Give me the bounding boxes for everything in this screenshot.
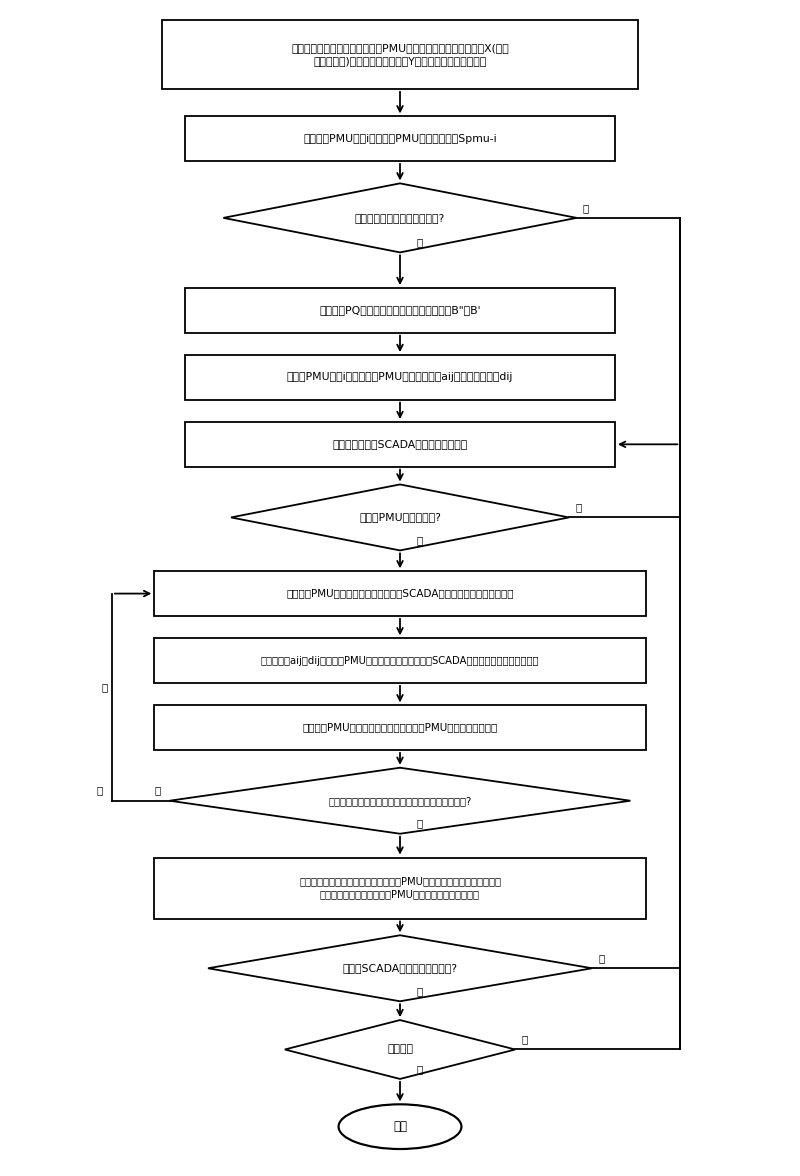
FancyBboxPatch shape (154, 857, 646, 918)
Text: 求出无PMU节点i与各相关有PMU节点量测量的aij系数和电气距离dij: 求出无PMU节点i与各相关有PMU节点量测量的aij系数和电气距离dij (287, 373, 513, 382)
Text: 是: 是 (416, 535, 422, 546)
Text: 终止: 终止 (393, 1121, 407, 1134)
Text: 计算出无PMU节点的电压相量量测在当前PMU采样时刻的估计值: 计算出无PMU节点的电压相量量测在当前PMU采样时刻的估计值 (302, 722, 498, 733)
Text: 否: 否 (522, 1035, 527, 1044)
Text: 有新的PMU量测断面吗?: 有新的PMU量测断面吗? (359, 513, 441, 522)
Text: 否: 否 (416, 818, 422, 829)
FancyBboxPatch shape (185, 355, 615, 400)
Text: 否: 否 (582, 202, 589, 213)
Text: 选择需要进行动态过程估计的无PMU节点及其直接动态估计量测X(电压
幅值和相位)和间接动态估计量测Y（电流、功率、频率等）: 选择需要进行动态过程估计的无PMU节点及其直接动态估计量测X(电压 幅值和相位)… (291, 44, 509, 66)
Text: 是: 是 (416, 238, 422, 247)
FancyBboxPatch shape (185, 288, 615, 333)
Ellipse shape (338, 1104, 462, 1149)
Text: 根据当前的aij和dij计算出无PMU节点的量测相对于最近的SCADA量测或状态估计值的变化量: 根据当前的aij和dij计算出无PMU节点的量测相对于最近的SCADA量测或状态… (261, 655, 539, 666)
Text: 是: 是 (598, 953, 604, 963)
Polygon shape (208, 935, 592, 1001)
Text: 更新快速PQ解耦潮流法的节点导纳矩阵虚部B"和B': 更新快速PQ解耦潮流法的节点导纳矩阵虚部B"和B' (319, 306, 481, 315)
Text: 计算出有PMU节点的量测相对于最近的SCADA量测或状态估计值的变化量: 计算出有PMU节点的量测相对于最近的SCADA量测或状态估计值的变化量 (286, 588, 514, 599)
FancyBboxPatch shape (162, 20, 638, 89)
Text: 否: 否 (575, 502, 582, 513)
FancyBboxPatch shape (154, 706, 646, 750)
Text: 是: 是 (416, 1064, 422, 1074)
FancyBboxPatch shape (185, 422, 615, 467)
Polygon shape (170, 768, 630, 834)
Text: 否: 否 (416, 987, 422, 996)
FancyBboxPatch shape (154, 572, 646, 616)
Text: 计算间接估计量；根据电路方程求出该PMU时刻需要的电流、功率量测；
通过对相角曲线求导得到该PMU时刻的角速度和频率量测: 计算间接估计量；根据电路方程求出该PMU时刻需要的电流、功率量测； 通过对相角曲… (299, 876, 501, 900)
Text: 获得当前最近的SCADA量测或状态估计值: 获得当前最近的SCADA量测或状态估计值 (332, 440, 468, 449)
Text: 是否终止: 是否终止 (387, 1044, 413, 1055)
FancyBboxPatch shape (185, 116, 615, 161)
Polygon shape (223, 183, 577, 253)
Text: 首次计算或有网络拓扑变化吗?: 首次计算或有网络拓扑变化吗? (355, 213, 445, 223)
FancyBboxPatch shape (154, 639, 646, 683)
Text: 选择各无PMU节点i的相关有PMU节点构成集合Spmu-i: 选择各无PMU节点i的相关有PMU节点构成集合Spmu-i (303, 134, 497, 143)
Polygon shape (231, 485, 569, 550)
Text: 有新的SCADA或状态估计断面吗?: 有新的SCADA或状态估计断面吗? (342, 963, 458, 974)
Text: 还有需要进行动态估计的电压幅值或电压相角量测吗?: 还有需要进行动态估计的电压幅值或电压相角量测吗? (328, 796, 472, 806)
Polygon shape (285, 1020, 515, 1078)
Text: 是: 是 (154, 786, 160, 796)
Text: 是: 是 (97, 786, 102, 796)
Text: 是: 是 (102, 682, 108, 691)
